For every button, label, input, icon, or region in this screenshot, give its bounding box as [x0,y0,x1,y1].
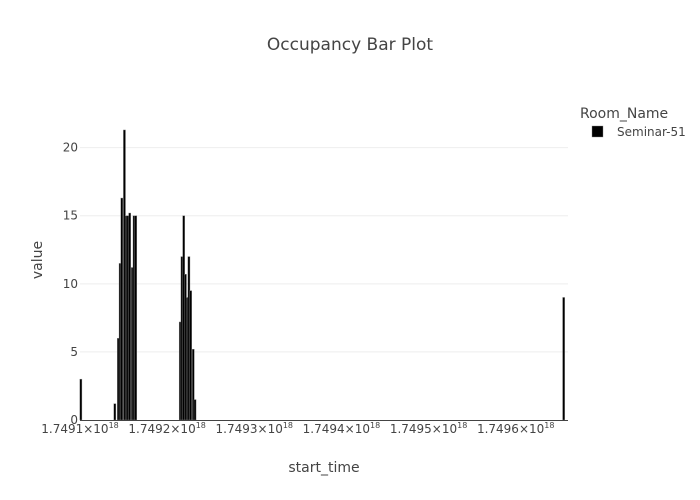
y-tick-label: 20 [63,141,78,155]
legend-item-seminar-51[interactable]: Seminar-51 [591,125,686,139]
x-tick-label: 1.7495×1018 [390,421,468,436]
legend-swatch [591,125,604,138]
legend-title: Room_Name [580,106,668,122]
bars [79,129,565,421]
y-tick-labels: 0 5 10 15 20 [63,141,78,427]
x-tick-label: 1.7496×1018 [477,421,555,436]
x-tick-label: 1.7492×1018 [128,421,206,436]
bar[interactable] [562,297,565,421]
x-axis-title: start_time [288,460,359,476]
x-tick-label: 1.7493×1018 [216,421,293,436]
bar[interactable] [193,399,197,421]
gridlines [80,147,568,353]
bar[interactable] [113,403,117,421]
bar[interactable] [79,378,83,421]
y-axis-title: value [30,241,46,279]
legend-label: Seminar-51 [617,125,686,139]
chart-title: Occupancy Bar Plot [267,35,433,55]
x-tick-labels: 1.7491×1018 1.7492×1018 1.7493×1018 1.7494×… [41,421,554,436]
y-tick-label: 15 [63,209,78,223]
bar[interactable] [120,197,124,421]
x-tick-label: 1.7494×1018 [303,421,381,436]
bar[interactable] [134,215,138,421]
y-tick-label: 5 [70,345,78,359]
y-tick-label: 0 [70,413,78,427]
bar[interactable] [128,212,131,421]
legend[interactable]: Room_Name Seminar-51 [580,106,686,139]
y-tick-label: 10 [63,277,78,291]
x-tick-label: 1.7491×1018 [41,421,119,436]
bar[interactable] [189,290,192,421]
